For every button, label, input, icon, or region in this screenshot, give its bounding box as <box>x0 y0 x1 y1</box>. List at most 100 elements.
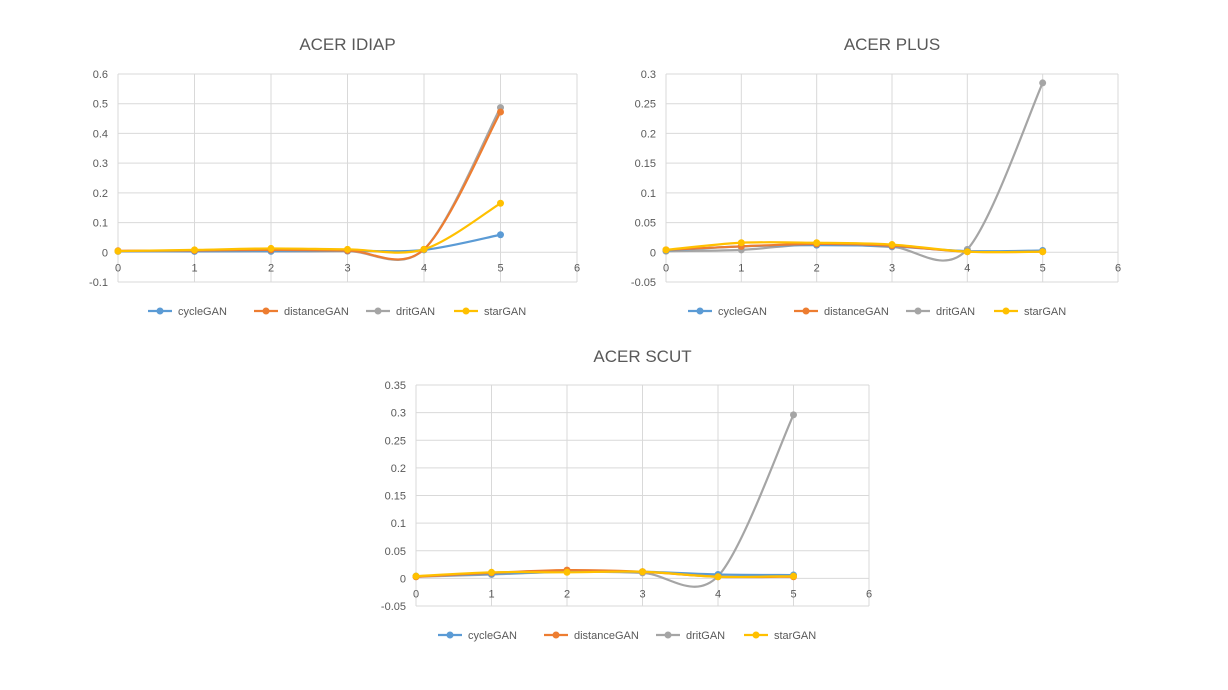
x-tick-label: 6 <box>1115 262 1121 274</box>
x-tick-label: 4 <box>964 262 970 274</box>
y-tick-label: 0.25 <box>385 435 406 447</box>
legend-label: cycleGAN <box>468 630 517 642</box>
x-tick-label: 5 <box>790 588 796 600</box>
chart-title: ACER PLUS <box>844 35 940 54</box>
x-tick-label: 6 <box>866 588 872 600</box>
data-point <box>191 246 198 254</box>
x-tick-label: 2 <box>268 262 274 274</box>
legend-marker <box>374 307 382 315</box>
legend-marker <box>914 307 922 315</box>
data-point <box>888 241 896 249</box>
y-tick-label: -0.1 <box>89 277 108 289</box>
data-point <box>563 568 571 576</box>
data-point <box>497 108 504 116</box>
legend-label: starGAN <box>1024 306 1066 318</box>
y-tick-label: 0.2 <box>391 463 406 475</box>
series-line <box>116 202 502 254</box>
data-point <box>639 568 646 576</box>
y-tick-label: 0 <box>400 573 406 585</box>
legend: cycleGAN distanceGAN dritGAN starGAN <box>148 306 526 318</box>
legend-item: dritGAN <box>656 630 725 642</box>
data-point <box>267 244 275 252</box>
data-point <box>1039 79 1047 87</box>
legend-item: cycleGAN <box>148 306 227 318</box>
y-tick-label: 0.6 <box>93 69 108 81</box>
data-point <box>790 572 797 580</box>
legend-label: dritGAN <box>396 306 435 318</box>
x-tick-label: 4 <box>715 588 721 600</box>
x-tick-label: 5 <box>497 262 503 274</box>
x-tick-label: 4 <box>421 262 427 274</box>
legend-item: distanceGAN <box>254 306 349 318</box>
y-tick-label: -0.05 <box>381 601 406 613</box>
legend-label: dritGAN <box>686 630 725 642</box>
series-line <box>414 570 795 579</box>
x-tick-label: 1 <box>488 588 494 600</box>
data-point <box>714 573 722 581</box>
legend-marker <box>1002 307 1010 315</box>
legend-marker <box>664 631 672 639</box>
legend-marker <box>696 307 704 315</box>
legend-marker <box>446 631 454 639</box>
x-tick-label: 3 <box>344 262 350 274</box>
y-tick-label: 0.35 <box>385 380 406 392</box>
series-line <box>664 241 1044 254</box>
y-tick-label: 0.1 <box>93 218 108 230</box>
y-tick-label: 0.3 <box>641 69 656 81</box>
x-tick-label: 0 <box>115 262 121 274</box>
x-tick-label: 3 <box>639 588 645 600</box>
legend: cycleGAN distanceGAN dritGAN starGAN <box>438 630 816 642</box>
legend-label: distanceGAN <box>284 306 349 318</box>
chart-title: ACER SCUT <box>593 347 691 366</box>
y-tick-label: 0.4 <box>93 128 108 140</box>
legend-marker <box>156 307 164 315</box>
chart-acer-scut: ACER SCUT 0.35 0.3 0.25 0.2 0.15 0.1 0.05 0 -0.0… <box>381 347 872 642</box>
y-tick-label: 0 <box>650 247 656 259</box>
x-tick-label: 3 <box>889 262 895 274</box>
legend: cycleGAN distanceGAN dritGAN starGAN <box>688 306 1066 318</box>
x-tick-label: 1 <box>738 262 744 274</box>
data-point <box>662 246 670 254</box>
data-point <box>963 248 971 256</box>
legend-marker <box>802 307 810 315</box>
legend-label: cycleGAN <box>178 306 227 318</box>
legend-label: distanceGAN <box>824 306 889 318</box>
legend-item: distanceGAN <box>794 306 889 318</box>
data-point <box>737 239 745 247</box>
series-distanceGAN <box>114 108 504 261</box>
x-tick-label: 5 <box>1040 262 1046 274</box>
legend-label: starGAN <box>774 630 816 642</box>
legend-label: distanceGAN <box>574 630 639 642</box>
series-line <box>116 110 502 261</box>
data-point <box>412 572 420 580</box>
data-point <box>344 245 351 253</box>
legend-item: starGAN <box>454 306 526 318</box>
y-tick-label: 0.1 <box>391 518 406 530</box>
y-tick-label: 0.3 <box>391 408 406 420</box>
data-point <box>497 231 504 239</box>
legend-item: cycleGAN <box>438 630 517 642</box>
series-starGAN <box>114 199 504 255</box>
series-dritGAN <box>412 411 797 588</box>
legend-item: distanceGAN <box>544 630 639 642</box>
data-point <box>497 199 504 207</box>
x-tick-label: 6 <box>574 262 580 274</box>
legend-marker <box>552 631 560 639</box>
legend-marker <box>752 631 760 639</box>
legend-item: dritGAN <box>366 306 435 318</box>
y-tick-label: 0.5 <box>93 99 108 111</box>
chart-acer-plus: ACER PLUS 0.3 0.25 0.2 0.15 0.1 0.05 0 -0.05 0 1 2… <box>631 35 1121 318</box>
data-point <box>813 239 821 247</box>
chart-title: ACER IDIAP <box>299 35 395 54</box>
y-tick-label: 0.2 <box>641 128 656 140</box>
gridlines <box>117 73 578 283</box>
legend-item: starGAN <box>744 630 816 642</box>
series-dritGAN <box>662 79 1047 262</box>
legend-marker <box>462 307 470 315</box>
series-dritGAN <box>114 104 504 261</box>
legend-label: cycleGAN <box>718 306 767 318</box>
data-point <box>114 247 122 255</box>
series-line <box>116 106 502 261</box>
